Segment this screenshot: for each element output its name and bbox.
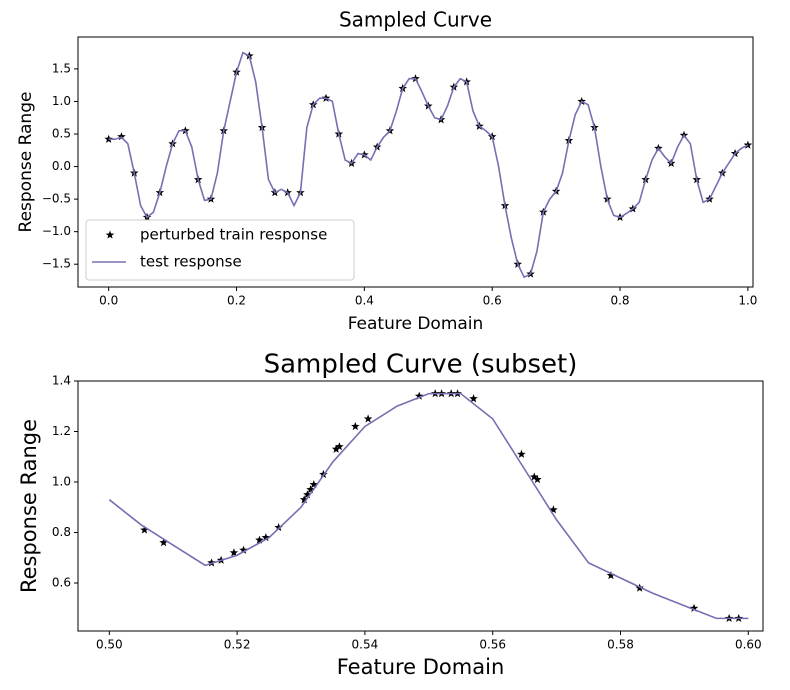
legend-label: test response bbox=[140, 253, 242, 271]
x-tick-label: 0.0 bbox=[99, 294, 118, 308]
legend-marker bbox=[105, 230, 115, 239]
y-tick-label: −0.5 bbox=[42, 192, 71, 206]
y-tick-label: 0.8 bbox=[52, 525, 71, 539]
x-tick-label: 0.8 bbox=[610, 294, 629, 308]
y-tick-label: −1.5 bbox=[42, 257, 71, 271]
y-tick-label: 1.5 bbox=[52, 61, 71, 75]
marker bbox=[529, 472, 539, 481]
x-tick-label: 0.50 bbox=[96, 638, 123, 652]
marker bbox=[319, 469, 328, 479]
marker bbox=[363, 414, 373, 423]
y-tick-label: 1.0 bbox=[52, 94, 71, 108]
legend-box bbox=[85, 219, 355, 281]
marker bbox=[306, 485, 315, 494]
y-tick-label: 0.5 bbox=[52, 127, 71, 141]
marker bbox=[274, 522, 283, 532]
marker bbox=[689, 603, 699, 612]
y-tick-label: 0.6 bbox=[52, 576, 71, 590]
x-tick-label: 0.54 bbox=[352, 638, 379, 652]
marker bbox=[351, 421, 360, 431]
marker bbox=[606, 570, 616, 580]
marker bbox=[303, 490, 312, 499]
axes-frame bbox=[77, 36, 754, 288]
x-axis-label: Feature Domain bbox=[348, 314, 484, 334]
marker bbox=[549, 505, 558, 514]
x-tick-label: 0.2 bbox=[227, 294, 246, 308]
marker bbox=[159, 538, 168, 547]
x-tick-label: 0.58 bbox=[607, 638, 634, 652]
marker bbox=[207, 558, 216, 567]
y-tick-label: −1.0 bbox=[42, 224, 71, 238]
marker bbox=[255, 535, 264, 544]
legend-label: perturbed train response bbox=[140, 226, 327, 244]
y-tick-label: 1.4 bbox=[52, 374, 71, 388]
marker bbox=[469, 394, 478, 403]
marker bbox=[335, 442, 344, 451]
marker bbox=[117, 132, 126, 141]
chart-title: Sampled Curve bbox=[339, 8, 492, 32]
line bbox=[108, 51, 749, 279]
y-tick-label: 0.0 bbox=[52, 159, 71, 173]
x-tick-label: 0.4 bbox=[355, 294, 374, 308]
y-tick-label: 1.0 bbox=[52, 475, 71, 489]
marker bbox=[140, 525, 149, 534]
marker bbox=[239, 545, 248, 554]
y-axis-label: Response Range bbox=[17, 419, 41, 593]
marker bbox=[533, 474, 542, 484]
y-axis-label: Response Range bbox=[16, 92, 36, 233]
marker bbox=[743, 140, 753, 149]
plot-area bbox=[108, 389, 749, 623]
axes-frame bbox=[77, 380, 764, 632]
marker bbox=[229, 548, 239, 557]
line bbox=[108, 392, 749, 620]
marker bbox=[414, 391, 424, 400]
marker bbox=[299, 495, 309, 504]
marker bbox=[331, 444, 341, 453]
y-tick-label: 1.2 bbox=[52, 424, 71, 438]
x-tick-label: 0.60 bbox=[735, 638, 762, 652]
x-tick-label: 0.56 bbox=[479, 638, 506, 652]
x-axis-label: Feature Domain bbox=[337, 655, 505, 679]
chart-title: Sampled Curve (subset) bbox=[264, 350, 578, 380]
x-tick-label: 0.6 bbox=[483, 294, 502, 308]
marker bbox=[517, 449, 526, 458]
plot-area bbox=[104, 51, 753, 279]
x-tick-label: 0.52 bbox=[224, 638, 251, 652]
marker bbox=[261, 533, 271, 542]
x-tick-label: 1.0 bbox=[738, 294, 757, 308]
marker bbox=[309, 480, 319, 489]
